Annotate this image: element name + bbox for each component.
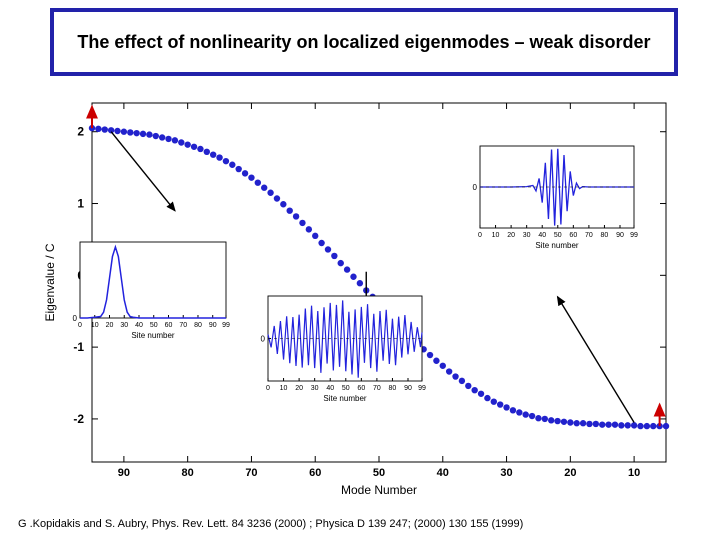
svg-text:10: 10 [91,322,99,329]
svg-text:50: 50 [554,232,562,239]
svg-text:10: 10 [628,467,640,479]
svg-text:40: 40 [326,385,334,392]
title-text: The effect of nonlinearity on localized … [77,31,650,54]
svg-text:40: 40 [437,467,449,479]
svg-text:90: 90 [209,322,217,329]
svg-text:99: 99 [222,322,230,329]
svg-text:60: 60 [165,322,173,329]
svg-text:70: 70 [585,232,593,239]
svg-text:Site number: Site number [323,394,366,403]
reference-text: G .Kopidakis and S. Aubry, Phys. Rev. Le… [18,518,523,530]
svg-text:20: 20 [295,385,303,392]
inset-left: 0 10 20 30 40 50 60 70 80 90 99 0 Site number [62,236,232,342]
svg-text:80: 80 [601,232,609,239]
svg-text:10: 10 [492,232,500,239]
svg-text:99: 99 [418,385,426,392]
svg-text:50: 50 [342,385,350,392]
svg-text:50: 50 [150,322,158,329]
svg-text:Mode Number: Mode Number [341,483,417,497]
slide: The effect of nonlinearity on localized … [0,0,720,540]
svg-text:40: 40 [538,232,546,239]
svg-text:0: 0 [73,314,78,323]
svg-text:90: 90 [404,385,412,392]
inset-right: 0 10 20 30 40 50 60 70 80 90 99 0 Site number [462,140,640,252]
svg-text:70: 70 [373,385,381,392]
svg-text:80: 80 [182,467,194,479]
svg-text:50: 50 [373,467,385,479]
svg-text:Site number: Site number [131,331,174,340]
svg-text:20: 20 [106,322,114,329]
svg-text:0: 0 [266,385,270,392]
inset-center: 0 10 20 30 40 50 60 70 80 90 99 0 Site number [250,290,428,405]
svg-text:70: 70 [245,467,257,479]
svg-text:2: 2 [77,125,84,139]
svg-text:-1: -1 [73,340,84,354]
svg-text:90: 90 [118,467,130,479]
svg-text:60: 60 [569,232,577,239]
svg-text:80: 80 [194,322,202,329]
svg-text:0: 0 [78,322,82,329]
svg-text:99: 99 [630,232,638,239]
svg-text:Eigenvalue / C: Eigenvalue / C [43,243,57,321]
svg-text:30: 30 [311,385,319,392]
svg-text:80: 80 [389,385,397,392]
title-box: The effect of nonlinearity on localized … [50,8,678,76]
svg-text:Site number: Site number [535,241,578,250]
svg-text:60: 60 [309,467,321,479]
svg-text:30: 30 [523,232,531,239]
svg-text:20: 20 [507,232,515,239]
svg-text:30: 30 [500,467,512,479]
svg-text:40: 40 [135,322,143,329]
svg-text:70: 70 [179,322,187,329]
svg-text:0: 0 [473,183,478,192]
svg-text:1: 1 [77,197,84,211]
svg-text:60: 60 [357,385,365,392]
svg-text:90: 90 [616,232,624,239]
svg-text:0: 0 [478,232,482,239]
svg-text:30: 30 [120,322,128,329]
svg-text:-2: -2 [73,412,84,426]
svg-text:10: 10 [280,385,288,392]
svg-text:20: 20 [564,467,576,479]
svg-text:0: 0 [261,335,266,344]
